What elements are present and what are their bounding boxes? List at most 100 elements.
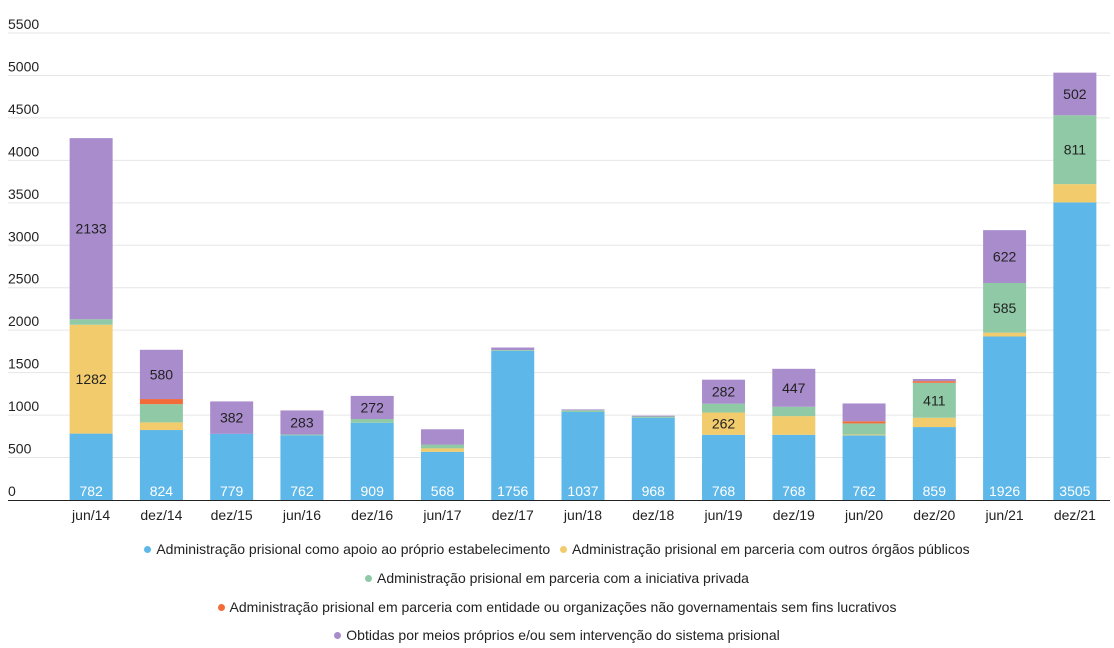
bar-segment[interactable] bbox=[350, 395, 394, 419]
bar-segment[interactable] bbox=[280, 434, 324, 436]
bar-segment[interactable] bbox=[69, 433, 113, 500]
y-tick-label: 1500 bbox=[8, 356, 39, 372]
bar-segment[interactable] bbox=[69, 138, 113, 320]
legend-item-iniciativa-privada[interactable]: Administração prisional em parceria com … bbox=[365, 570, 749, 586]
legend-item-ong[interactable]: Administração prisional em parceria com … bbox=[217, 599, 896, 615]
bar-segment[interactable] bbox=[912, 417, 956, 428]
legend-label-iniciativa-privada: Administração prisional em parceria com … bbox=[377, 570, 749, 586]
bar-segment[interactable] bbox=[139, 422, 183, 431]
data-label: 1037 bbox=[567, 483, 598, 499]
legend-item-orgaos-publicos[interactable]: Administração prisional em parceria com … bbox=[560, 541, 970, 557]
bar-segment[interactable] bbox=[139, 430, 183, 500]
y-tick-label: 2500 bbox=[8, 271, 39, 287]
data-label: 811 bbox=[1064, 142, 1087, 158]
x-tick-label: dez/20 bbox=[913, 507, 955, 523]
bar-segment[interactable] bbox=[702, 403, 746, 413]
bar-segment[interactable] bbox=[912, 379, 956, 382]
data-label: 1926 bbox=[989, 483, 1020, 499]
data-label: 762 bbox=[290, 483, 314, 499]
x-tick-label: jun/20 bbox=[844, 507, 883, 523]
legend-dot-ong bbox=[217, 603, 225, 611]
bar-segment[interactable] bbox=[350, 422, 394, 500]
bar-segment[interactable] bbox=[1053, 202, 1097, 501]
x-tick-label: jun/18 bbox=[563, 507, 602, 523]
data-label: 968 bbox=[642, 483, 666, 499]
data-label: 622 bbox=[993, 249, 1017, 265]
bar-segment[interactable] bbox=[1053, 184, 1097, 203]
bar-segment[interactable] bbox=[491, 350, 535, 351]
legend-dot-apoio bbox=[144, 545, 152, 553]
bar-segment[interactable] bbox=[983, 282, 1027, 333]
y-tick-label: 500 bbox=[8, 441, 32, 457]
bar-segment[interactable] bbox=[912, 381, 956, 383]
bar-segment[interactable] bbox=[772, 406, 816, 417]
data-label: 585 bbox=[993, 300, 1017, 316]
bar-segment[interactable] bbox=[772, 434, 816, 500]
bar-segment[interactable] bbox=[491, 347, 535, 351]
bar-segment[interactable] bbox=[842, 423, 886, 435]
bar-segment[interactable] bbox=[561, 410, 605, 412]
bar-segment[interactable] bbox=[842, 403, 886, 422]
legend-label-meios-proprios: Obtidas por meios próprios e/ou sem inte… bbox=[346, 627, 780, 643]
bar-segment[interactable] bbox=[69, 319, 113, 325]
bar-segment[interactable] bbox=[702, 379, 746, 404]
legend-label-orgaos-publicos: Administração prisional em parceria com … bbox=[572, 541, 970, 557]
bar-segment[interactable] bbox=[561, 411, 605, 500]
data-labels: 782 1282 2133 824 580 779 382 762 283 909 272 568 17… bbox=[76, 86, 1091, 499]
data-label: 580 bbox=[150, 366, 174, 382]
bar-segment[interactable] bbox=[420, 429, 464, 445]
data-label: 283 bbox=[290, 414, 314, 430]
data-label: 382 bbox=[220, 410, 244, 426]
bar-segment[interactable] bbox=[280, 435, 324, 500]
legend-row-3: Administração prisional em parceria com … bbox=[0, 599, 1114, 615]
bar-segment[interactable] bbox=[139, 399, 183, 405]
bar-segment[interactable] bbox=[983, 336, 1027, 500]
data-label: 779 bbox=[220, 483, 244, 499]
bar-segment[interactable] bbox=[842, 421, 886, 424]
bar-segment[interactable] bbox=[420, 444, 464, 449]
bar-segment[interactable] bbox=[69, 324, 113, 434]
bar-segment[interactable] bbox=[912, 427, 956, 500]
x-tick-label: dez/17 bbox=[492, 507, 534, 523]
bar-segment[interactable] bbox=[702, 412, 746, 435]
bar-segment[interactable] bbox=[210, 433, 254, 500]
bar-segment[interactable] bbox=[912, 382, 956, 418]
data-label: 2133 bbox=[76, 221, 107, 237]
legend-dot-iniciativa-privada bbox=[365, 574, 373, 582]
bar-segment[interactable] bbox=[1053, 115, 1097, 185]
bar-segment[interactable] bbox=[772, 416, 816, 435]
bar-segment[interactable] bbox=[842, 434, 886, 436]
bar-segment[interactable] bbox=[139, 404, 183, 423]
bar-segment[interactable] bbox=[983, 230, 1027, 283]
bar-segment[interactable] bbox=[210, 401, 254, 434]
legend-item-apoio[interactable]: Administração prisional como apoio ao pr… bbox=[144, 541, 550, 557]
bar-segment[interactable] bbox=[842, 435, 886, 500]
bar-segment[interactable] bbox=[702, 434, 746, 500]
legend-row-1: Administração prisional como apoio ao pr… bbox=[0, 541, 1114, 557]
bar-segment[interactable] bbox=[631, 417, 675, 500]
legend-label-apoio: Administração prisional como apoio ao pr… bbox=[156, 541, 551, 557]
bar-segment[interactable] bbox=[631, 416, 675, 418]
bar-segment[interactable] bbox=[350, 418, 394, 423]
bar-segment[interactable] bbox=[491, 350, 535, 500]
bar-segment[interactable] bbox=[1053, 72, 1097, 116]
y-tick-label: 5000 bbox=[8, 58, 39, 74]
bar-segment[interactable] bbox=[420, 448, 464, 452]
bar-segment[interactable] bbox=[772, 368, 816, 407]
y-axis: 0 500 1000 1500 2000 2500 3000 3500 4000 4500 5000… bbox=[8, 16, 39, 499]
data-label: 768 bbox=[712, 483, 736, 499]
bar-segment[interactable] bbox=[983, 332, 1027, 337]
bar-segment[interactable] bbox=[631, 415, 675, 417]
bar-segment[interactable] bbox=[561, 409, 605, 411]
data-label: 502 bbox=[1063, 86, 1087, 102]
x-tick-label: dez/21 bbox=[1054, 507, 1096, 523]
legend-item-meios-proprios[interactable]: Obtidas por meios próprios e/ou sem inte… bbox=[334, 627, 780, 643]
bar-segment[interactable] bbox=[280, 410, 324, 435]
bar-segment[interactable] bbox=[420, 451, 464, 500]
data-label: 909 bbox=[361, 483, 385, 499]
bar-segment[interactable] bbox=[139, 349, 183, 400]
x-tick-label: dez/15 bbox=[211, 507, 253, 523]
x-tick-label: dez/19 bbox=[773, 507, 815, 523]
